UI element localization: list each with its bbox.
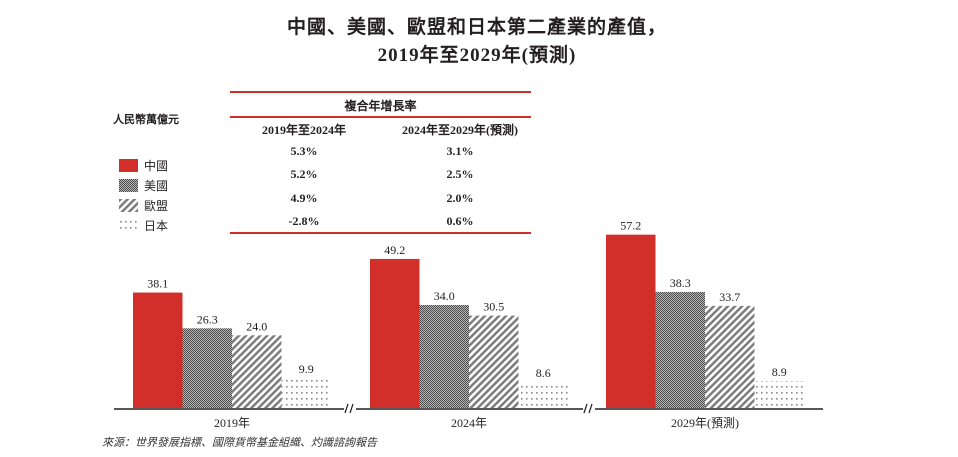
bar-usa-0 [182, 328, 232, 408]
cagr-table-mid-rule [230, 116, 531, 118]
cagr-column-header-1: 2019年至2024年 [261, 123, 346, 137]
cagr-cell-japan-2: 0.6% [446, 214, 474, 228]
cagr-table-header: 複合年增長率 [344, 99, 417, 113]
legend-swatch-china [119, 158, 138, 172]
data-label-eu-0: 24.0 [246, 319, 267, 333]
chart-title-line1: 中國、美國、歐盟和日本第二產業的產值， [286, 17, 667, 38]
data-label-eu-1: 30.5 [483, 300, 504, 314]
data-label-usa-2: 38.3 [670, 276, 691, 290]
legend-label-usa: 美國 [144, 178, 169, 193]
legend-swatch-japan [119, 218, 138, 232]
unit-label: 人民幣萬億元 [113, 114, 179, 126]
cagr-cell-china-1: 5.3% [290, 144, 318, 158]
legend-swatch-eu [119, 198, 138, 212]
axis-break-mark-0-0 [344, 403, 349, 414]
bar-japan-2 [754, 381, 804, 408]
legend-label-eu: 歐盟 [144, 198, 169, 213]
source-note: 來源：世界發展指標、國際貨幣基金組織、灼識諮詢報告 [102, 437, 377, 449]
chart-title-line2: 2019年至2029年(預測) [377, 45, 577, 66]
cagr-cell-eu-1: 4.9% [290, 191, 318, 205]
cagr-column-header-2: 2024年至2029年(預測) [402, 123, 518, 137]
cagr-table-top-rule [230, 91, 531, 93]
bar-eu-0 [232, 335, 282, 408]
cagr-cell-usa-1: 5.2% [290, 167, 318, 181]
x-tick-label-1: 2024年 [451, 416, 487, 430]
data-label-china-0: 38.1 [147, 277, 168, 291]
bar-japan-1 [518, 381, 568, 408]
x-tick-label-2: 2029年(預測) [671, 416, 739, 430]
bar-china-2 [606, 234, 656, 408]
legend-item-china: 中國 [119, 158, 169, 173]
bar-eu-2 [705, 305, 755, 408]
legend-swatch-usa [119, 178, 138, 192]
bar-usa-2 [655, 291, 705, 408]
cagr-cell-japan-1: -2.8% [288, 214, 320, 228]
legend-item-usa: 美國 [119, 178, 169, 193]
data-label-japan-0: 9.9 [299, 362, 314, 376]
x-tick-label-0: 2019年 [214, 416, 250, 430]
legend-label-japan: 日本 [144, 218, 169, 233]
bar-china-0 [133, 292, 183, 408]
axis-break-mark-1-0 [583, 403, 588, 414]
bar-japan-0 [281, 378, 331, 408]
cagr-cell-usa-2: 2.5% [446, 167, 474, 181]
axis-break-mark-1-1 [588, 403, 593, 414]
cagr-table-bottom-rule [230, 232, 531, 234]
legend-item-japan: 日本 [119, 218, 169, 233]
axis-break-mark-0-1 [349, 403, 354, 414]
bar-usa-1 [419, 304, 469, 408]
legend-label-china: 中國 [144, 158, 169, 173]
cagr-cell-china-2: 3.1% [446, 144, 474, 158]
data-label-china-2: 57.2 [620, 219, 641, 233]
bar-china-1 [370, 258, 420, 408]
data-label-eu-2: 33.7 [719, 290, 740, 304]
data-label-japan-1: 8.6 [536, 366, 551, 380]
bar-eu-1 [469, 315, 519, 408]
cagr-cell-eu-2: 2.0% [446, 191, 474, 205]
data-label-china-1: 49.2 [384, 243, 405, 257]
legend-item-eu: 歐盟 [119, 198, 169, 213]
data-label-japan-2: 8.9 [772, 365, 787, 379]
data-label-usa-1: 34.0 [434, 289, 455, 303]
data-label-usa-0: 26.3 [197, 312, 218, 326]
